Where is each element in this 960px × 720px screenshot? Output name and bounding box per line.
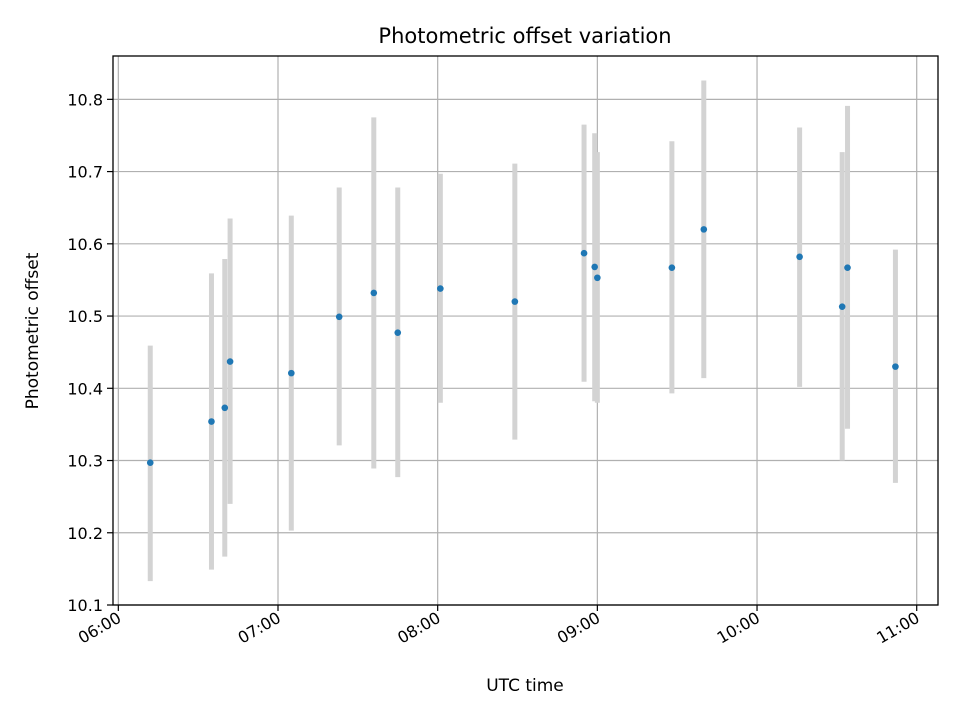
data-point: [146, 459, 154, 466]
data-point: [594, 274, 601, 282]
plot-frame: [112, 55, 939, 606]
y-tick-label: 10.1: [67, 596, 103, 615]
y-tick-label: 10.8: [67, 90, 103, 109]
data-point: [844, 264, 851, 271]
data-point: [700, 226, 708, 233]
data-point: [511, 298, 519, 305]
y-tick-label: 10.2: [67, 524, 103, 543]
data-point: [591, 263, 598, 271]
y-axis-label: Photometric offset: [23, 252, 43, 409]
data-point: [668, 264, 676, 271]
y-tick-label: 10.7: [67, 163, 103, 182]
data-point: [370, 289, 378, 297]
data-point: [335, 313, 343, 321]
y-axis-ticks: 10.1 10.2 10.3 10.4 10.5 10.6 10.7 10.8: [67, 90, 113, 615]
data-point: [221, 404, 229, 412]
data-point: [838, 303, 846, 310]
data-point: [226, 358, 234, 365]
data-point: [892, 363, 899, 370]
data-points: [146, 226, 899, 466]
y-tick-label: 10.6: [67, 235, 103, 254]
data-point: [288, 369, 295, 377]
data-point: [437, 285, 444, 292]
y-tick-label: 10.5: [67, 307, 103, 326]
data-point: [208, 418, 215, 425]
chart-title: Photometric offset variation: [378, 24, 671, 48]
x-axis-label: UTC time: [486, 676, 564, 696]
data-point: [580, 249, 588, 257]
data-point: [394, 329, 402, 336]
y-tick-label: 10.3: [67, 452, 103, 471]
data-point: [796, 253, 803, 261]
y-tick-label: 10.4: [67, 379, 103, 398]
